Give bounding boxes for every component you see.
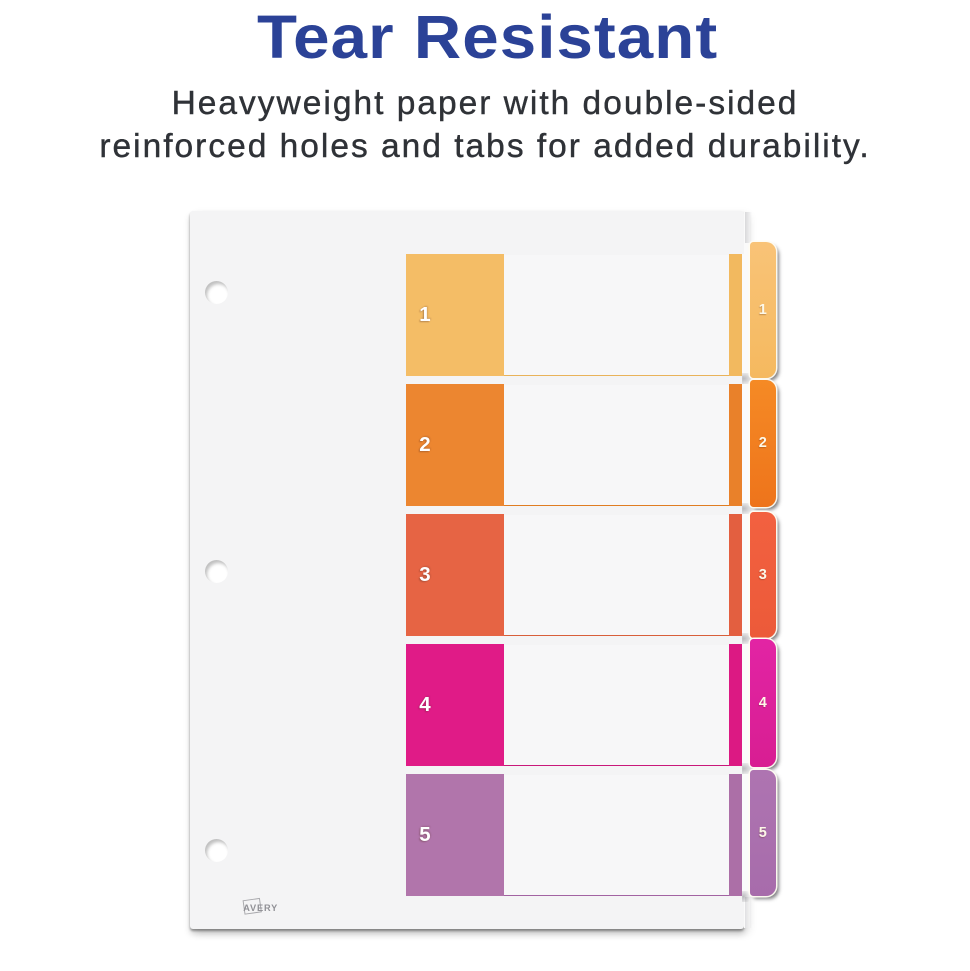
svg-text:AVERY: AVERY	[243, 903, 278, 913]
